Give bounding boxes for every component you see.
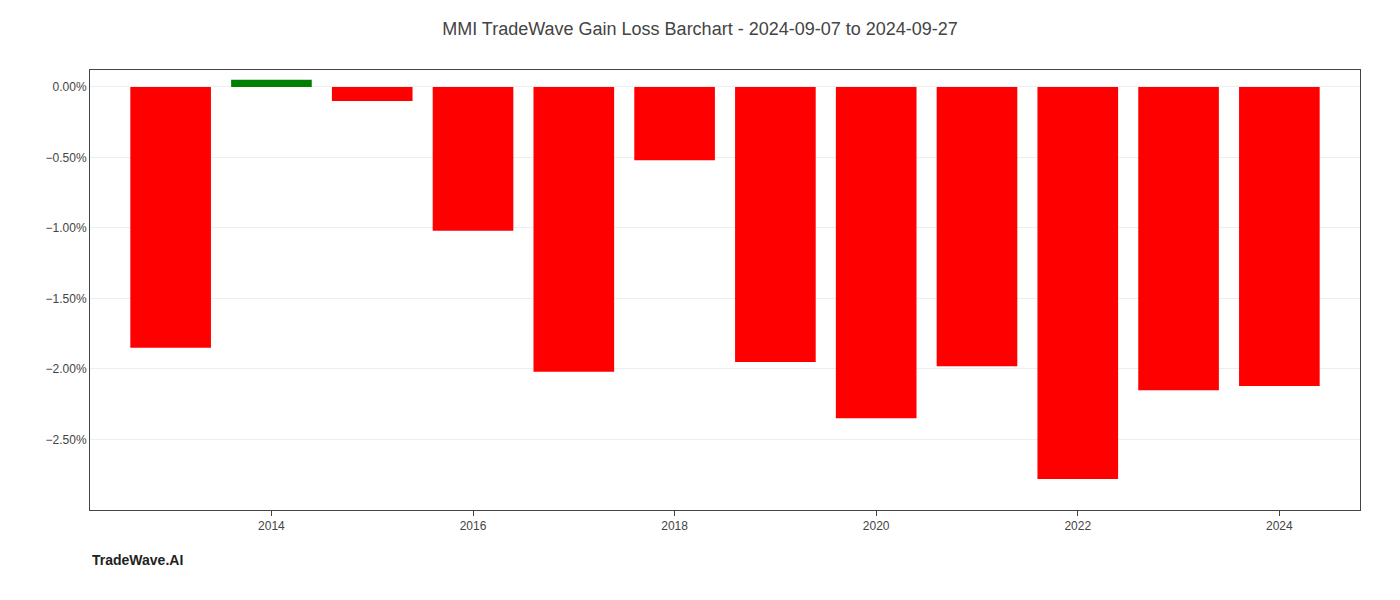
svg-text:−2.00%: −2.00% (46, 362, 87, 376)
svg-text:−2.50%: −2.50% (46, 433, 87, 447)
svg-text:TradeWave.AI: TradeWave.AI (92, 552, 183, 568)
svg-text:2024: 2024 (1266, 519, 1293, 533)
svg-text:2018: 2018 (661, 519, 688, 533)
svg-text:−1.50%: −1.50% (46, 292, 87, 306)
svg-text:−0.50%: −0.50% (46, 151, 87, 165)
svg-text:−1.00%: −1.00% (46, 221, 87, 235)
svg-text:2020: 2020 (863, 519, 890, 533)
svg-text:0.00%: 0.00% (53, 80, 87, 94)
svg-text:2016: 2016 (460, 519, 487, 533)
svg-text:2022: 2022 (1064, 519, 1091, 533)
svg-text:2014: 2014 (258, 519, 285, 533)
svg-text:MMI TradeWave Gain Loss Barcha: MMI TradeWave Gain Loss Barchart - 2024-… (442, 19, 958, 39)
